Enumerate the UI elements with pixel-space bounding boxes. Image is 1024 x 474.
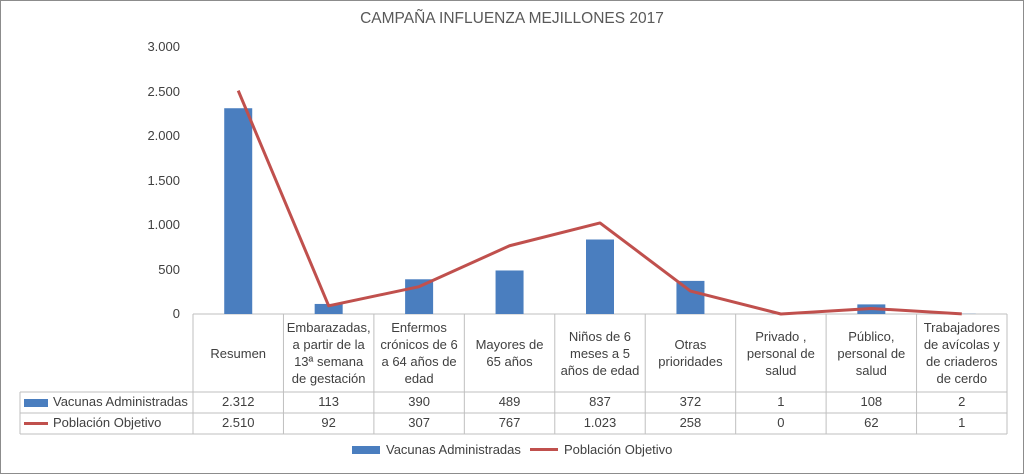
category-label: Niños de 6 meses a 5 años de edad [560,328,640,378]
table-cell: 1 [958,415,966,430]
bar-series [224,108,976,315]
legend-line-swatch [530,448,558,451]
table-cell: 62 [864,415,879,430]
chart-title: CAMPAÑA INFLUENZA MEJILLONES 2017 [360,10,664,27]
category-label: Trabajadores de avícolas y de criaderos de … [923,320,1000,386]
line-path [236,90,962,316]
category-label: Otras prioridades [658,337,723,369]
legend-label: Población Objetivo [564,442,673,457]
table-row-label: Vacunas Administradas [24,392,188,412]
category-label: Público, personal de salud [837,328,906,378]
table-cell: 92 [321,415,336,430]
table-cell: 0 [777,415,785,430]
table-cell: 1 [777,394,785,409]
legend-item-line: Población Objetivo [530,442,672,457]
y-tick-label: 1.000 [147,217,180,232]
table-cell: 2.312 [221,394,255,409]
bar [405,279,434,314]
y-tick-label: 1.500 [147,172,180,188]
bar [586,239,614,314]
table-cell: 837 [589,394,611,409]
table-cell: 2.510 [221,415,255,430]
category-label: Mayores de 65 años [475,337,544,369]
category-label: Privado , personal de salud [746,328,815,378]
category-label: Embarazadas, a partir de la 13ª semana de g… [286,320,371,386]
table-cell: 307 [408,415,430,430]
y-tick-label: 2.000 [147,128,180,143]
table-cell: 2 [958,394,966,409]
y-tick-label: 3.000 [147,39,180,54]
table-cell: 390 [408,394,430,409]
legend-bar-swatch [352,445,380,454]
bar [676,280,705,314]
table-cell: 258 [679,415,702,430]
y-tick-label: 500 [158,261,180,277]
legend-label: Vacunas Administradas [386,442,521,457]
table-cell: 489 [498,394,521,409]
series-key [24,398,48,407]
line-series [236,90,962,316]
y-tick-label: 0 [172,306,180,321]
table-cell: 113 [318,394,340,409]
bar [224,108,253,315]
category-label: Resumen [210,345,267,361]
legend-item-bar: Vacunas Administradas [352,442,521,457]
y-tick-label: 2.500 [147,83,180,99]
table-cell: 372 [679,394,702,409]
table-cell: 108 [860,394,883,409]
bar [314,303,343,314]
table-row-label: Población Objetivo [24,413,161,433]
table-cell: 1.023 [583,415,617,430]
table-cell: 767 [498,415,521,430]
series-key [24,422,48,426]
bar [495,270,524,314]
